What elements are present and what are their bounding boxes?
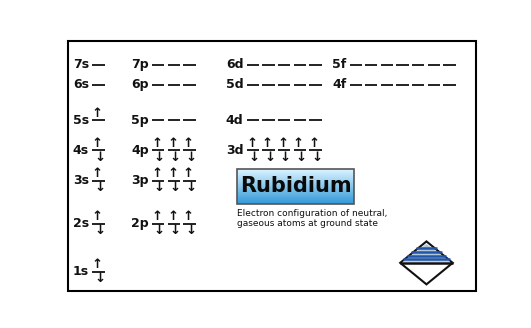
- Text: 7s: 7s: [73, 58, 89, 71]
- Text: 5f: 5f: [332, 58, 346, 71]
- Text: 5s: 5s: [73, 114, 89, 127]
- Text: ↑: ↑: [92, 167, 103, 180]
- Text: ↑: ↑: [277, 137, 288, 150]
- Text: ↓: ↓: [169, 224, 181, 237]
- Text: ↓: ↓: [311, 151, 322, 164]
- Text: ↑: ↑: [92, 137, 103, 150]
- Text: 6s: 6s: [73, 78, 89, 91]
- Text: ↓: ↓: [185, 181, 196, 194]
- Text: 3d: 3d: [226, 144, 243, 157]
- Text: ↑: ↑: [92, 107, 103, 120]
- Text: ↓: ↓: [185, 151, 196, 164]
- Text: ↓: ↓: [249, 151, 260, 164]
- Text: ↑: ↑: [262, 137, 273, 150]
- Text: ↑: ↑: [151, 167, 162, 180]
- Text: ↑: ↑: [246, 137, 257, 150]
- Polygon shape: [400, 241, 453, 284]
- Text: ↓: ↓: [295, 151, 306, 164]
- Text: 5p: 5p: [131, 114, 149, 127]
- Text: ↑: ↑: [309, 137, 320, 150]
- Text: 6d: 6d: [226, 58, 243, 71]
- Text: ↓: ↓: [185, 224, 196, 237]
- Text: ↓: ↓: [169, 181, 181, 194]
- Text: 4d: 4d: [226, 114, 243, 127]
- Text: ↑: ↑: [92, 210, 103, 223]
- Text: ↑: ↑: [92, 258, 103, 271]
- Text: ↑: ↑: [151, 210, 162, 223]
- Text: ↑: ↑: [167, 210, 178, 223]
- Text: ↑: ↑: [151, 137, 162, 150]
- Text: ↓: ↓: [94, 272, 105, 285]
- Text: ↓: ↓: [280, 151, 291, 164]
- Text: ↑: ↑: [183, 137, 194, 150]
- Text: 4p: 4p: [131, 144, 149, 157]
- Text: 2p: 2p: [131, 217, 149, 230]
- Text: ↑: ↑: [183, 210, 194, 223]
- Text: 4s: 4s: [73, 144, 89, 157]
- Text: ↑: ↑: [183, 167, 194, 180]
- Text: Electron configuration of neutral,
gaseous atoms at ground state: Electron configuration of neutral, gaseo…: [237, 209, 388, 228]
- Text: ↓: ↓: [154, 181, 165, 194]
- Text: ↓: ↓: [94, 224, 105, 237]
- Bar: [237, 170, 355, 203]
- Text: Rubidium: Rubidium: [240, 176, 352, 196]
- Text: ↓: ↓: [94, 151, 105, 164]
- Text: ↓: ↓: [169, 151, 181, 164]
- Text: ↓: ↓: [154, 224, 165, 237]
- Text: 4f: 4f: [332, 78, 346, 91]
- Text: 3s: 3s: [73, 174, 89, 187]
- Text: 3p: 3p: [131, 174, 149, 187]
- Text: ↑: ↑: [167, 167, 178, 180]
- Text: ↓: ↓: [94, 181, 105, 194]
- Text: 1s: 1s: [73, 265, 89, 278]
- Text: 6p: 6p: [131, 78, 149, 91]
- Text: ↓: ↓: [264, 151, 275, 164]
- Text: ↓: ↓: [154, 151, 165, 164]
- Text: ↑: ↑: [293, 137, 304, 150]
- Polygon shape: [402, 244, 450, 262]
- Text: ↑: ↑: [167, 137, 178, 150]
- Text: 2s: 2s: [73, 217, 89, 230]
- Text: 7p: 7p: [131, 58, 149, 71]
- Text: 5d: 5d: [226, 78, 243, 91]
